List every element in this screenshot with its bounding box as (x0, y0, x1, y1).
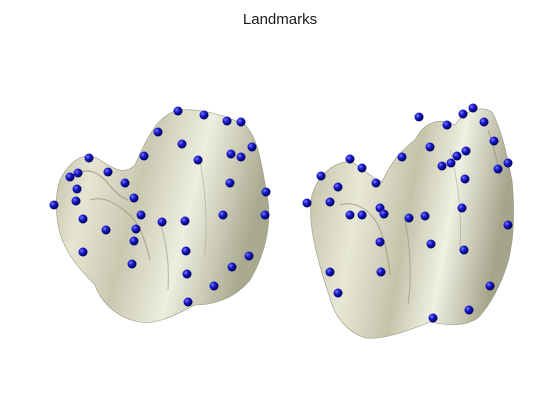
landmark-point (357, 210, 367, 220)
landmark-point (375, 237, 385, 247)
landmark-point (72, 184, 82, 194)
landmark-point (493, 164, 503, 174)
landmark-point (193, 155, 203, 165)
landmark-point (247, 142, 257, 152)
landmark-point (397, 152, 407, 162)
landmark-point (379, 209, 389, 219)
landmark-point (157, 217, 167, 227)
left-tooth-mesh (55, 109, 270, 323)
landmark-point (458, 109, 468, 119)
landmark-point (218, 210, 228, 220)
right-landmarks (302, 103, 513, 323)
landmark-point (153, 127, 163, 137)
landmark-point (426, 239, 436, 249)
landmark-point (404, 213, 414, 223)
landmark-point (180, 216, 190, 226)
landmark-point (503, 158, 513, 168)
landmark-point (325, 197, 335, 207)
landmark-point (103, 167, 113, 177)
landmark-point (371, 178, 381, 188)
landmark-point (425, 142, 435, 152)
landmark-point (333, 182, 343, 192)
landmark-point (428, 313, 438, 323)
landmark-point (78, 214, 88, 224)
landmark-point (468, 103, 478, 113)
landmark-point (457, 203, 467, 213)
landmark-point (464, 305, 474, 315)
landmark-point (333, 288, 343, 298)
landmark-point (136, 210, 146, 220)
landmark-point (357, 163, 367, 173)
landmark-point (452, 151, 462, 161)
landmark-point (261, 187, 271, 197)
landmark-point (199, 110, 209, 120)
landmark-point (209, 281, 219, 291)
landmark-point (101, 225, 111, 235)
landmark-point (78, 247, 88, 257)
landmark-point (120, 178, 130, 188)
landmark-point (182, 269, 192, 279)
landmark-point (345, 210, 355, 220)
landmark-point (225, 178, 235, 188)
landmark-point (181, 246, 191, 256)
landmark-point (442, 120, 452, 130)
landmark-point (222, 116, 232, 126)
landmark-point (459, 245, 469, 255)
landmark-point (260, 210, 270, 220)
landmark-point (84, 153, 94, 163)
landmark-point (177, 139, 187, 149)
landmark-point (437, 161, 447, 171)
landmark-point (446, 158, 456, 168)
landmark-point (129, 193, 139, 203)
landmark-point (414, 112, 424, 122)
landmark-point (227, 262, 237, 272)
figure-title: Landmarks (242, 11, 318, 28)
landmark-point (460, 174, 470, 184)
landmark-point (461, 146, 471, 156)
landmark-point (376, 267, 386, 277)
landmark-point (503, 220, 513, 230)
landmark-point (302, 198, 312, 208)
landmark-point (73, 168, 83, 178)
landmark-point (173, 106, 183, 116)
landmark-point (479, 117, 489, 127)
landmark-point (236, 117, 246, 127)
landmark-point (183, 297, 193, 307)
landmark-point (65, 172, 75, 182)
landmark-point (127, 259, 137, 269)
landmark-point (226, 149, 236, 159)
left-landmarks (49, 106, 271, 307)
landmark-point (345, 154, 355, 164)
landmark-point (244, 251, 254, 261)
landmark-point (71, 196, 81, 206)
landmark-point (49, 200, 59, 210)
landmark-point (139, 151, 149, 161)
landmark-point (325, 267, 335, 277)
landmark-point (316, 171, 326, 181)
landmark-point (489, 136, 499, 146)
landmark-point (236, 152, 246, 162)
landmark-point (420, 211, 430, 221)
right-tooth-mesh (310, 108, 514, 339)
landmark-point (485, 281, 495, 291)
landmark-point (129, 236, 139, 246)
landmark-point (131, 224, 141, 234)
